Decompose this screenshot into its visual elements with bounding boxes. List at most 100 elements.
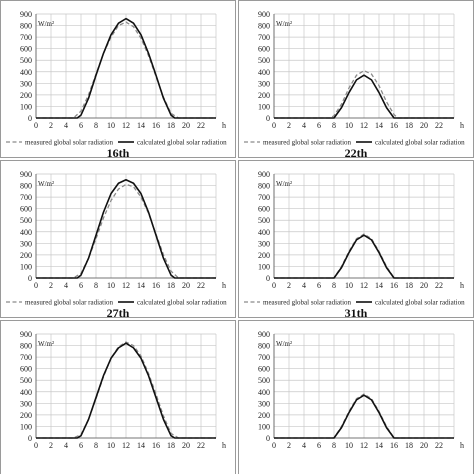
- x-tick-label: 0: [272, 441, 276, 450]
- x-tick-label: 10: [345, 441, 353, 450]
- x-tick-label: 0: [34, 281, 38, 290]
- x-tick-label: 16: [390, 281, 398, 290]
- y-tick-label: 500: [258, 216, 270, 225]
- y-tick-label: 800: [20, 342, 32, 351]
- x-tick-label: 6: [79, 281, 83, 290]
- x-tick-label: 2: [49, 441, 53, 450]
- legend-label-calculated: calculated global solar radiation: [137, 299, 227, 307]
- x-tick-label: 16: [152, 281, 160, 290]
- x-tick-label: 2: [287, 121, 291, 130]
- y-tick-label: 800: [258, 342, 270, 351]
- x-tick-label: 8: [332, 121, 336, 130]
- y-tick-label: 300: [20, 239, 32, 248]
- y-tick-label: 400: [20, 388, 32, 397]
- y-tick-label: 400: [258, 388, 270, 397]
- y-tick-label: 700: [20, 353, 32, 362]
- legend-label-measured: measured global solar radiation: [263, 299, 352, 307]
- x-tick-label: 20: [420, 281, 428, 290]
- x-tick-label: 14: [137, 441, 145, 450]
- y-tick-label: 900: [20, 10, 32, 19]
- chart-panel: 0 100 200 300 400 500 600 700 800 900 0 2 4 6 8 10 12 14 1…: [238, 320, 474, 474]
- y-tick-label: 200: [258, 411, 270, 420]
- legend-label-calculated: calculated global solar radiation: [137, 139, 227, 147]
- x-axis-label: h: [460, 441, 464, 450]
- calculated-series-line: [36, 178, 216, 279]
- y-tick-label: 300: [20, 79, 32, 88]
- y-tick-label: 200: [20, 411, 32, 420]
- x-tick-label: 14: [137, 281, 145, 290]
- x-tick-label: 12: [122, 441, 130, 450]
- x-tick-label: 14: [375, 121, 383, 130]
- x-tick-label: 20: [420, 441, 428, 450]
- x-tick-label: 12: [122, 281, 130, 290]
- legend-label-calculated: calculated global solar radiation: [375, 139, 465, 147]
- x-tick-label: 16: [152, 121, 160, 130]
- chart-panel: 0 100 200 300 400 500 600 700 800 900 0 2 4 6 8 10 12 14 1…: [238, 0, 474, 160]
- y-tick-label: 600: [258, 205, 270, 214]
- panel-caption: 16th: [107, 146, 130, 160]
- y-tick-label: 600: [258, 365, 270, 374]
- x-tick-label: 18: [405, 121, 413, 130]
- y-tick-label: 200: [20, 251, 32, 260]
- chart-panel: 0 100 200 300 400 500 600 700 800 900 0 2 4 6 8 10 12 14 1…: [0, 160, 236, 320]
- y-axis-label: W/m²: [276, 180, 292, 188]
- y-tick-label: 400: [20, 68, 32, 77]
- x-tick-label: 8: [94, 281, 98, 290]
- legend-label-calculated: calculated global solar radiation: [375, 299, 465, 307]
- y-axis-label: W/m²: [276, 20, 292, 28]
- y-tick-label: 0: [266, 114, 270, 123]
- y-tick-label: 200: [258, 91, 270, 100]
- x-tick-label: 2: [49, 281, 53, 290]
- x-tick-label: 6: [79, 121, 83, 130]
- x-tick-label: 18: [167, 281, 175, 290]
- y-tick-label: 600: [20, 365, 32, 374]
- y-tick-label: 100: [20, 102, 32, 111]
- y-tick-label: 100: [20, 422, 32, 431]
- y-tick-label: 0: [28, 274, 32, 283]
- y-tick-label: 0: [266, 274, 270, 283]
- y-tick-label: 900: [20, 330, 32, 339]
- chart-panel: 0 100 200 300 400 500 600 700 800 900 0 2 4 6 8 10 12 14 1…: [0, 320, 236, 474]
- x-axis-label: h: [460, 121, 464, 130]
- y-tick-label: 500: [20, 56, 32, 65]
- y-tick-label: 400: [258, 68, 270, 77]
- y-tick-label: 400: [258, 228, 270, 237]
- x-tick-label: 10: [107, 281, 115, 290]
- x-tick-label: 4: [302, 121, 306, 130]
- x-tick-label: 8: [94, 441, 98, 450]
- x-tick-label: 8: [332, 441, 336, 450]
- y-axis-label: W/m²: [38, 20, 54, 28]
- y-tick-label: 300: [258, 239, 270, 248]
- y-tick-label: 0: [28, 434, 32, 443]
- y-tick-label: 700: [258, 33, 270, 42]
- x-tick-label: 10: [345, 281, 353, 290]
- panel-caption: 31th: [345, 306, 368, 320]
- x-tick-label: 2: [49, 121, 53, 130]
- y-tick-label: 500: [20, 376, 32, 385]
- x-tick-label: 12: [122, 121, 130, 130]
- calculated-series-line: [274, 234, 454, 279]
- measured-series-line: [36, 183, 216, 279]
- y-tick-label: 900: [258, 330, 270, 339]
- x-tick-label: 20: [182, 121, 190, 130]
- x-tick-label: 10: [345, 121, 353, 130]
- x-tick-label: 0: [272, 121, 276, 130]
- x-tick-label: 0: [272, 281, 276, 290]
- panel-border: [0, 160, 236, 318]
- measured-series-line: [36, 341, 216, 439]
- x-tick-label: 2: [287, 441, 291, 450]
- x-tick-label: 22: [197, 441, 205, 450]
- x-tick-label: 6: [317, 441, 321, 450]
- x-axis-label: h: [460, 281, 464, 290]
- panel-border: [0, 320, 236, 474]
- x-tick-label: 22: [197, 121, 205, 130]
- x-axis-label: h: [222, 441, 226, 450]
- y-tick-label: 800: [258, 182, 270, 191]
- y-tick-label: 900: [258, 10, 270, 19]
- y-tick-label: 300: [258, 399, 270, 408]
- x-tick-label: 22: [197, 281, 205, 290]
- x-axis-label: h: [222, 121, 226, 130]
- x-tick-label: 16: [390, 441, 398, 450]
- y-tick-label: 900: [258, 170, 270, 179]
